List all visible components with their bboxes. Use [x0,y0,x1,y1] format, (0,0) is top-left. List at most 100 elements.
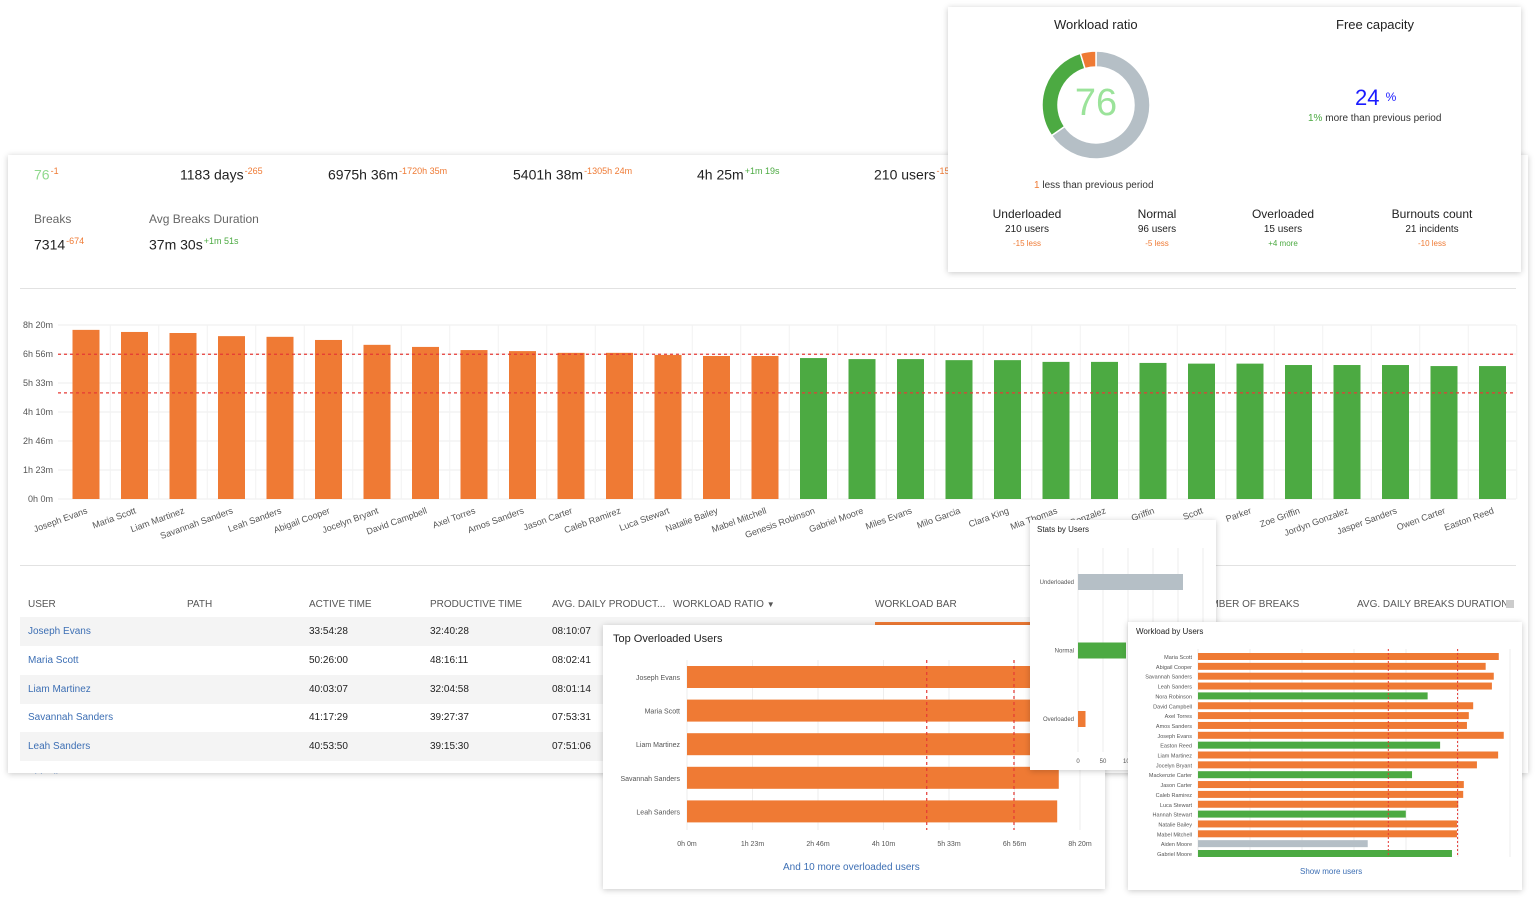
x-tick-label: Milo Garcia [915,505,961,530]
column-header[interactable]: WORKLOAD RATIO ▼ [673,599,775,610]
user-link[interactable]: Abigail Cooper [28,773,94,774]
delta-text: more than previous period [1325,113,1442,124]
bar [266,336,294,499]
metric-value: 6975h 36m [328,166,399,183]
column-header-label: AVG. DAILY PRODUCT... [552,599,666,610]
bar [1139,362,1167,499]
bar [1198,672,1494,680]
user-link[interactable]: Maria Scott [28,654,79,666]
stats-by-users-title: Stats by Users [1037,525,1090,534]
bar [687,766,1059,789]
table-row[interactable]: Savannah Sanders 41:17:29 39:27:37 07:53:31 [20,703,1030,732]
bar [994,360,1021,499]
more-overloaded-users-link[interactable]: And 10 more overloaded users [783,862,920,873]
table-row[interactable]: Abigail Cooper 48:23:46 46:12:44 07:42:07 [20,764,1030,774]
bar [897,359,924,499]
show-more-users-link[interactable]: Show more users [1300,867,1363,876]
avg-daily-productive: 08:02:41 [552,654,591,666]
group-value: 15 users [1263,224,1303,235]
workload-by-users-card: Workload by Users Maria Scott Abigail Coo… [1128,622,1522,890]
bar [687,666,1069,688]
summary-metric: 1183 days-265 [180,166,263,183]
metric-value: 210 users [874,166,936,183]
user-link[interactable]: Savannah Sanders [28,712,114,724]
bar [218,336,245,499]
bar [1078,642,1126,659]
column-header[interactable]: PATH [187,599,212,610]
column-header[interactable]: USER [28,599,56,610]
group-value: 96 users [1137,224,1177,235]
bar [1198,682,1492,690]
y-tick-label: Jason Carter [1161,783,1193,789]
free-capacity-value: 24 % [1355,85,1396,111]
y-tick-label: Maria Scott [645,709,680,716]
y-tick-label: Joseph Evans [636,675,680,682]
bar [687,699,1065,722]
column-header-label: AVG. DAILY BREAKS DURATION [1357,599,1509,610]
delta-text: less than previous period [1042,180,1154,191]
bar [1382,365,1409,499]
metric-delta: -1305h 24m [584,166,633,176]
metric-delta: -1720h 35m [399,166,448,176]
user-link[interactable]: Joseph Evans [28,626,91,637]
x-tick-label: 5h 33m [937,841,961,848]
avg-breaks-value: 37m 30s+1m 51s [149,236,238,253]
y-tick-label: Nora Robinson [1155,694,1192,700]
x-tick-label: Joseph Evans [32,505,89,534]
column-header[interactable]: ACTIVE TIME [309,599,372,610]
y-tick-label: Amos Sanders [1156,724,1192,730]
bar [1285,365,1312,499]
group-value: 210 users [1005,224,1049,235]
x-tick-label: 50 [1100,759,1107,765]
column-header[interactable]: NUMBER OF BREAKS [1196,599,1299,610]
summary-metric: 6975h 36m-1720h 35m [328,166,447,183]
active-time: 40:53:50 [309,741,348,753]
user-link[interactable]: Liam Martinez [28,683,91,695]
free-capacity-unit: % [1385,90,1397,104]
y-tick-label: Caleb Ramirez [1156,793,1193,799]
sort-desc-icon: ▼ [766,600,775,609]
column-resize-handle[interactable] [1506,600,1514,608]
group-delta: -15 less [1012,239,1041,248]
bar [1198,653,1499,660]
column-header[interactable]: PRODUCTIVE TIME [430,599,522,610]
column-header[interactable]: AVG. DAILY PRODUCT... [552,599,665,610]
column-header-label: WORKLOAD RATIO [673,599,764,610]
bar [315,339,342,499]
y-tick-label: Overloaded [1043,717,1074,723]
column-header[interactable]: WORKLOAD BAR [875,599,957,610]
bar [703,355,730,499]
table-row[interactable]: Maria Scott 50:26:00 48:16:11 08:02:41 [20,646,1030,675]
avg-daily-productive: 08:01:14 [552,683,591,695]
bar [1198,840,1368,848]
column-header-label: PRODUCTIVE TIME [430,599,523,610]
group-value: 21 incidents [1405,224,1459,235]
delta-number: 1 [1034,180,1040,191]
divider [20,565,1516,566]
active-time: 48:23:46 [309,773,348,774]
column-header-label: USER [28,599,56,610]
bar [460,350,488,499]
y-tick-label: Normal [1055,649,1074,655]
user-link[interactable]: Leah Sanders [28,741,91,753]
bar [412,346,439,499]
y-tick-label: 1h 23m [23,465,53,475]
y-tick-label: Liam Martinez [1157,754,1192,760]
y-tick-label: Gabriel Moore [1157,852,1192,858]
productive-time: 32:04:58 [430,683,469,695]
donut-segment-underloaded [1050,50,1151,160]
column-header[interactable]: AVG. DAILY BREAKS DURATION [1357,599,1509,610]
group-normal: Normal 96 users -5 less [1138,207,1177,248]
free-capacity-delta: 1% more than previous period [1308,113,1441,124]
metric-delta: -265 [244,166,263,176]
bar [848,359,876,499]
breaks-value: 7314-674 [34,236,84,253]
bar [1078,574,1183,590]
bar [1198,741,1441,749]
metric-value: 1183 days [180,166,244,183]
metric-delta: -15 [936,166,950,176]
workload-ratio-delta: 1 less than previous period [1034,180,1154,191]
x-tick-label: 1h 23m [741,841,765,848]
bar [1042,361,1070,499]
active-time: 40:03:07 [309,683,348,695]
